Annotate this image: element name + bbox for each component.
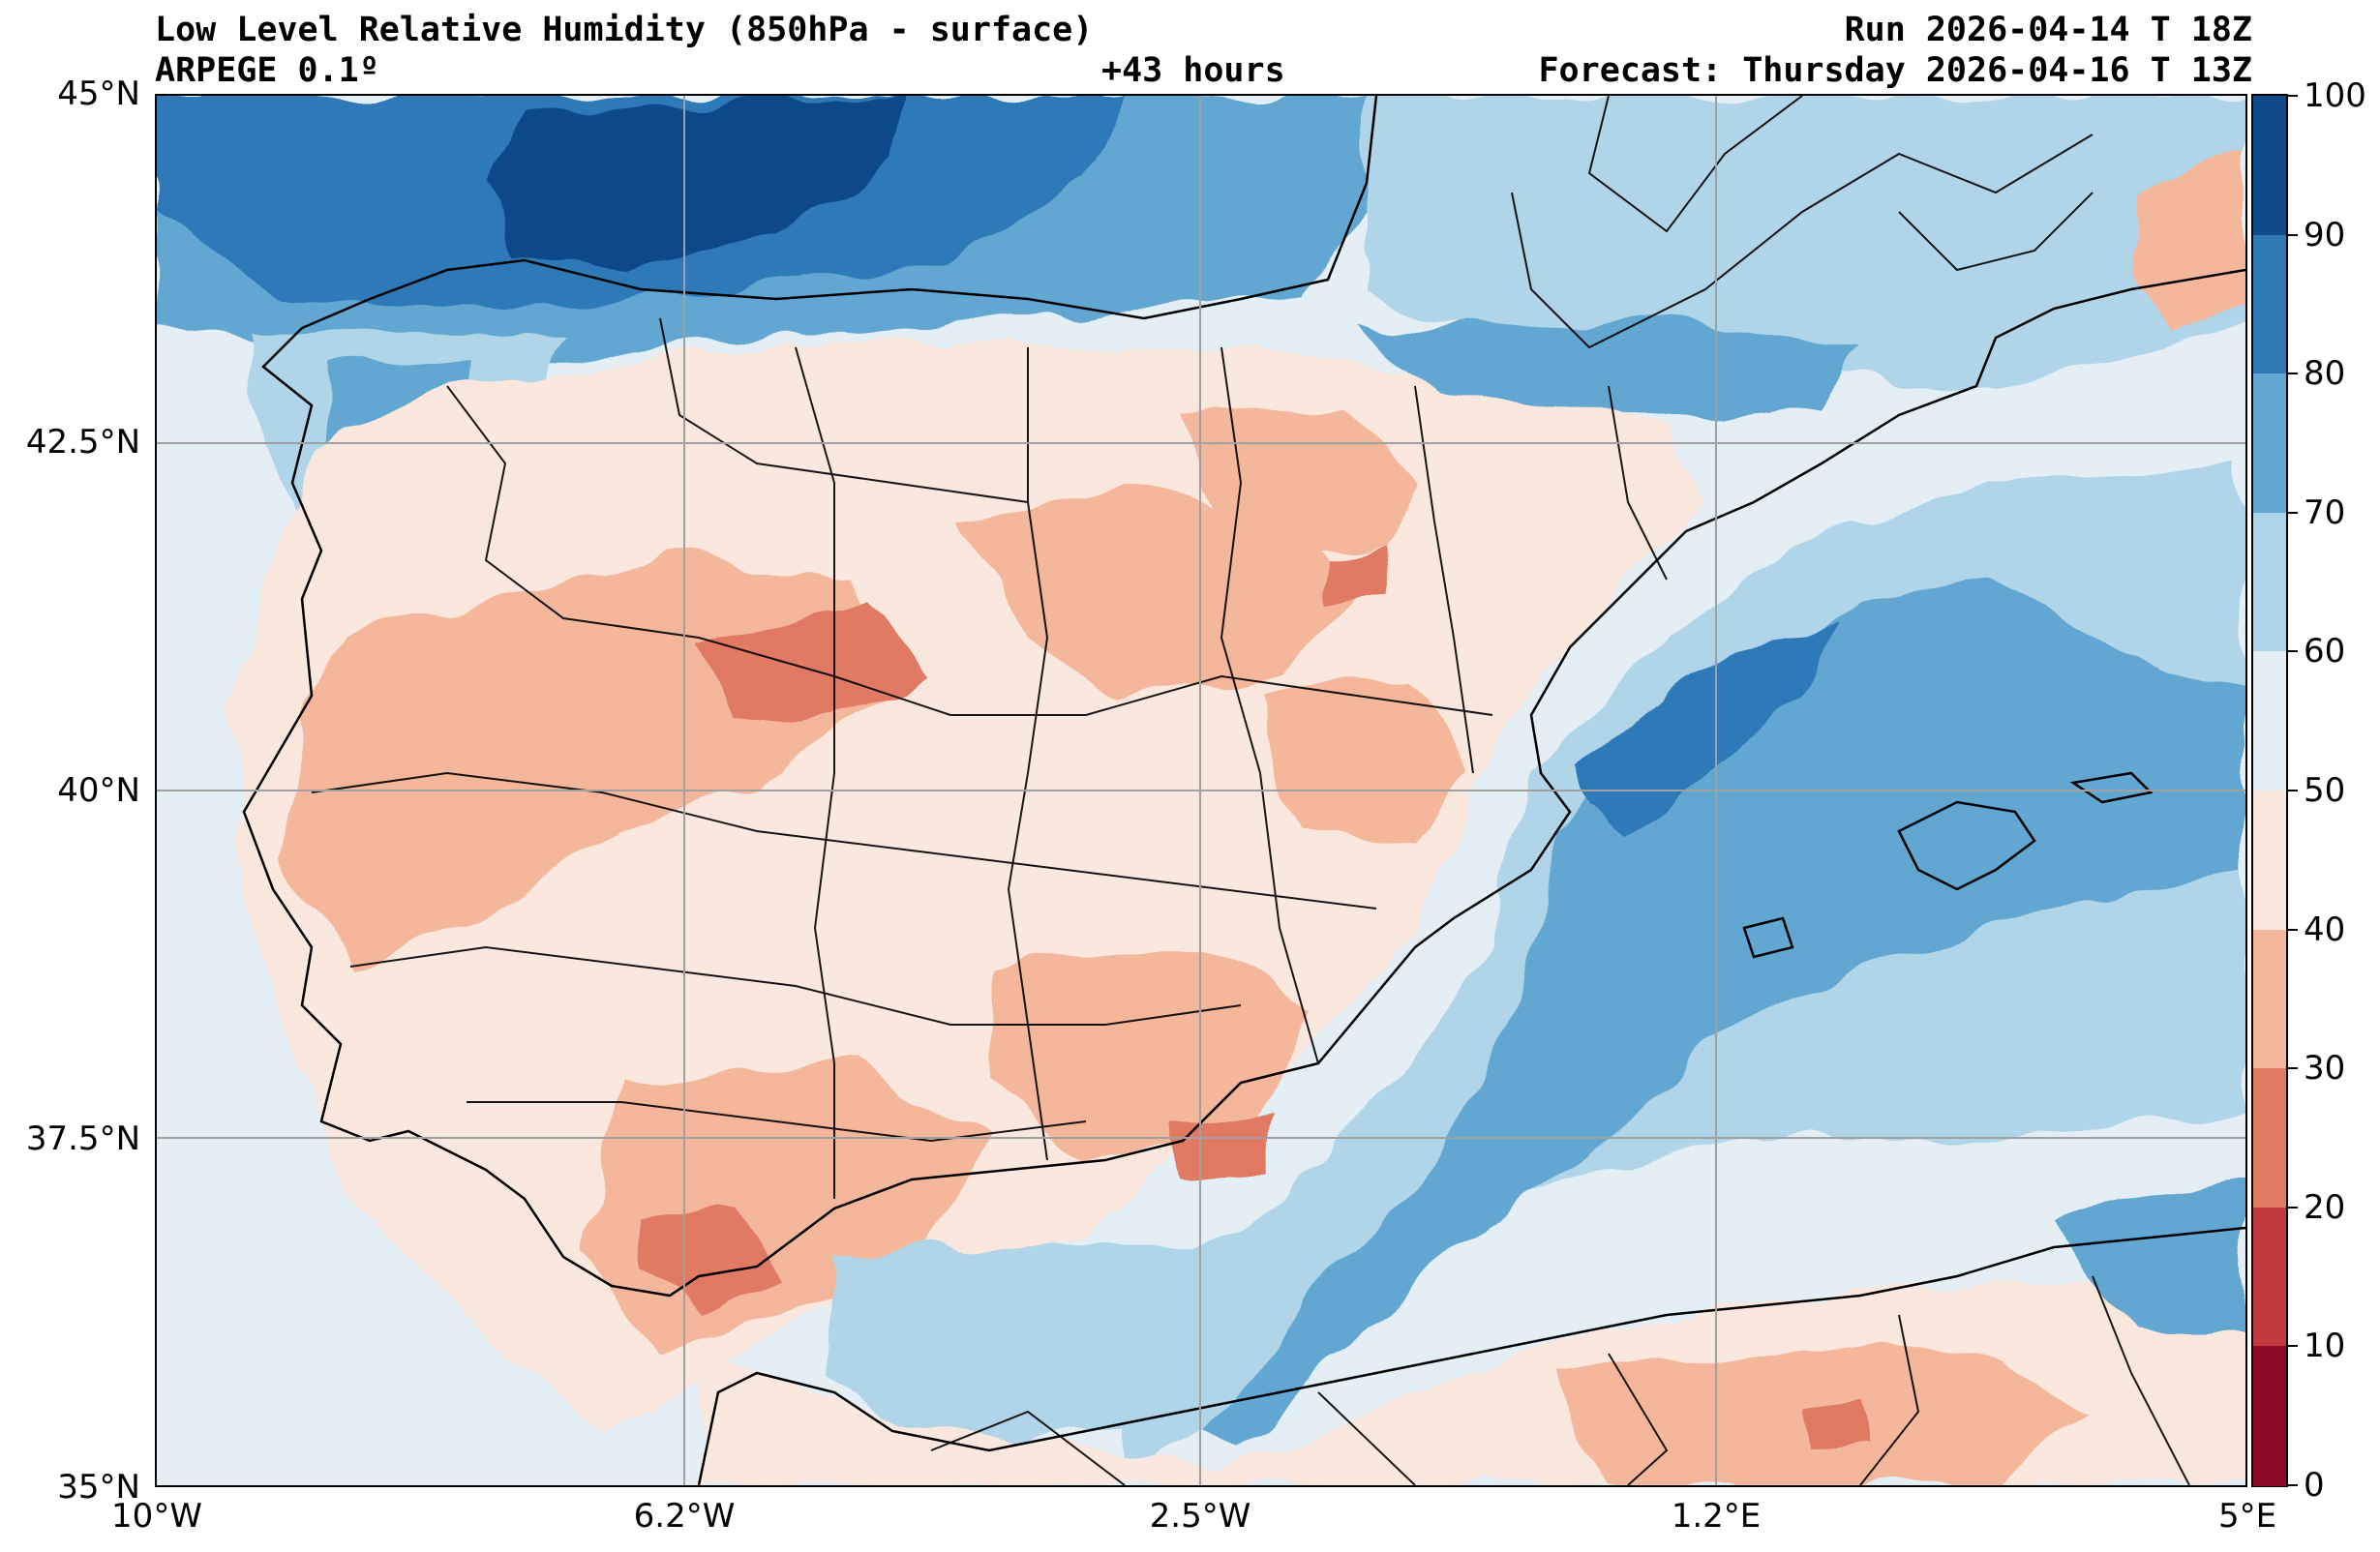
colorbar-segment xyxy=(2253,929,2286,1070)
lon-label-6-2w: 6.2°W xyxy=(633,1497,736,1536)
map-title: Low Level Relative Humidity (850hPa - su… xyxy=(155,11,1094,49)
colorbar-label: 50 xyxy=(2304,771,2346,810)
colorbar-tick xyxy=(2288,790,2298,791)
colorbar-tick xyxy=(2288,1484,2298,1486)
colorbar-label: 80 xyxy=(2304,354,2346,394)
lat-label-37-5: 37.5°N xyxy=(25,1119,140,1158)
humidity-contours xyxy=(157,96,2245,1485)
colorbar-label: 0 xyxy=(2304,1466,2325,1505)
colorbar-segment xyxy=(2253,373,2286,514)
colorbar-label: 100 xyxy=(2304,76,2366,115)
colorbar-tick xyxy=(2288,928,2298,931)
colorbar xyxy=(2251,94,2288,1487)
colorbar-tick xyxy=(2288,1206,2298,1209)
colorbar-segment xyxy=(2253,791,2286,931)
colorbar-label: 30 xyxy=(2304,1049,2346,1089)
model-name: ARPEGE 0.1º xyxy=(155,51,379,90)
gridlines xyxy=(157,96,2245,1485)
lon-label-10w: 10°W xyxy=(111,1497,202,1536)
lon-label-2-5w: 2.5°W xyxy=(1149,1497,1251,1536)
admin-borders xyxy=(311,96,2190,1485)
colorbar-segment xyxy=(2253,1346,2286,1486)
colorbar-segment xyxy=(2253,234,2286,375)
colorbar-label: 70 xyxy=(2304,492,2346,532)
colorbar-segment xyxy=(2253,651,2286,791)
colorbar-label: 40 xyxy=(2304,910,2346,949)
colorbar-tick xyxy=(2288,373,2298,375)
colorbar-segment xyxy=(2253,96,2286,236)
humidity-map xyxy=(155,94,2247,1487)
colorbar-tick xyxy=(2288,95,2298,97)
lat-label-42-5: 42.5°N xyxy=(25,423,140,462)
coastline xyxy=(242,96,2245,1485)
lead-time: +43 hours xyxy=(1101,51,1285,90)
colorbar-tick xyxy=(2288,1345,2298,1348)
colorbar-segment xyxy=(2253,1068,2286,1209)
lon-label-1-2e: 1.2°E xyxy=(1671,1497,1762,1536)
run-time: Run 2026-04-14 T 18Z xyxy=(1844,11,2252,49)
colorbar-tick xyxy=(2288,233,2298,236)
colorbar-label: 20 xyxy=(2304,1187,2346,1227)
colorbar-segment xyxy=(2253,1207,2286,1348)
forecast-time: Forecast: Thursday 2026-04-16 T 13Z xyxy=(1538,51,2252,90)
lat-label-40: 40°N xyxy=(57,771,140,810)
colorbar-tick xyxy=(2288,1067,2298,1070)
colorbar-tick xyxy=(2288,650,2298,653)
lon-label-5e: 5°E xyxy=(2217,1497,2277,1536)
colorbar-label: 90 xyxy=(2304,215,2346,254)
lat-label-35: 35°N xyxy=(57,1468,140,1507)
colorbar-label: 10 xyxy=(2304,1327,2346,1366)
colorbar-tick xyxy=(2288,511,2298,514)
colorbar-label: 60 xyxy=(2304,632,2346,672)
lat-label-45: 45°N xyxy=(57,75,140,113)
colorbar-segment xyxy=(2253,512,2286,653)
map-canvas xyxy=(157,96,2245,1485)
